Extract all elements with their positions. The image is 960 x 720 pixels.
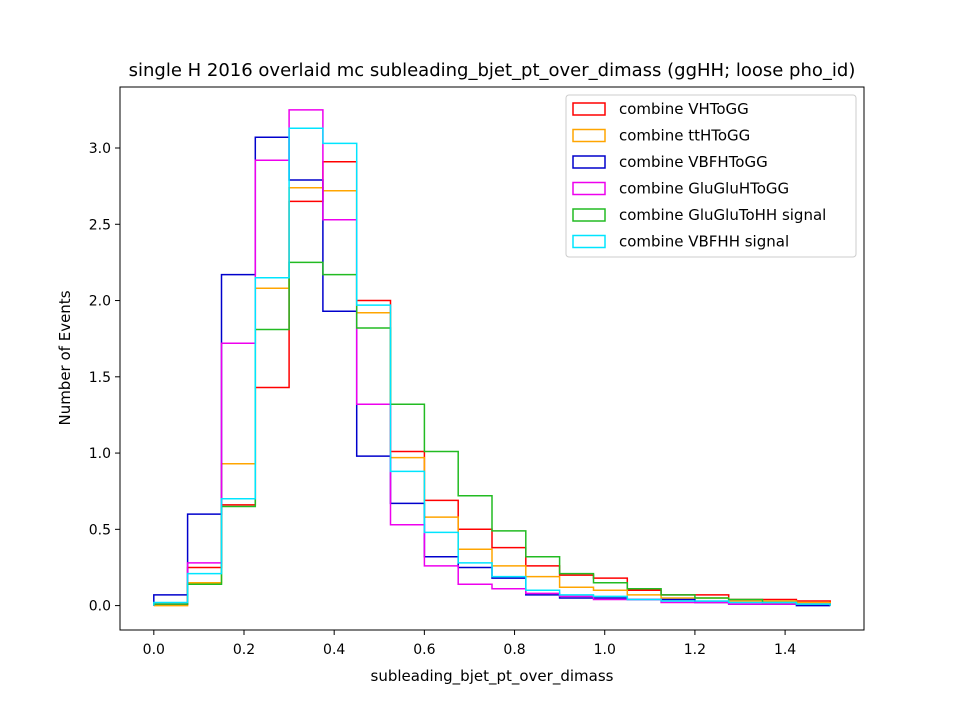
legend-label: combine GluGluHToGG	[619, 180, 789, 198]
axes-frame	[119, 86, 865, 631]
y-axis-ticks: 0.0 0.5 1.0 1.5 2.0 2.5 3.0	[89, 141, 120, 615]
y-axis-label: Number of Events	[56, 290, 74, 425]
histogram-series-5	[153, 127, 831, 606]
y-tick-label: 2.5	[89, 217, 111, 233]
x-tick-label: 1.4	[774, 642, 796, 658]
legend-swatch	[572, 208, 606, 222]
legend-label: combine VBFHH signal	[619, 233, 789, 251]
y-tick-label: 1.0	[89, 446, 111, 462]
legend-swatch	[572, 102, 606, 116]
plot-area	[153, 109, 831, 607]
legend-swatch	[572, 234, 606, 249]
legend-swatch	[572, 181, 606, 196]
legend-label: combine VHToGG	[619, 100, 749, 118]
legend-label: combine ttHToGG	[619, 127, 750, 145]
chart-title: single H 2016 overlaid mc subleading_bje…	[129, 60, 856, 81]
x-tick-label: 0.0	[143, 642, 165, 658]
y-tick-label: 3.0	[89, 141, 111, 157]
x-axis-label: subleading_bjet_pt_over_dimass	[371, 667, 614, 686]
x-tick-label: 1.0	[594, 642, 616, 658]
y-tick-label: 1.5	[89, 370, 111, 386]
x-axis-ticks: 0.0 0.2 0.4 0.6 0.8 1.0 1.2 1.4	[143, 630, 796, 658]
x-tick-label: 0.6	[413, 642, 435, 658]
y-tick-label: 0.0	[89, 599, 111, 615]
legend-box	[565, 94, 857, 258]
y-tick-label: 0.5	[89, 522, 111, 538]
x-tick-label: 0.2	[233, 642, 255, 658]
x-tick-label: 0.8	[503, 642, 525, 658]
legend-swatch	[572, 155, 606, 169]
x-tick-label: 0.4	[323, 642, 345, 658]
legend: combine VHToGG combine ttHToGG combine VBF…	[565, 94, 857, 258]
legend-label: combine VBFHToGG	[619, 153, 768, 171]
legend-swatch	[572, 128, 606, 143]
y-tick-label: 2.0	[89, 294, 111, 310]
legend-label: combine GluGluToHH signal	[619, 206, 826, 224]
x-tick-label: 1.2	[684, 642, 706, 658]
